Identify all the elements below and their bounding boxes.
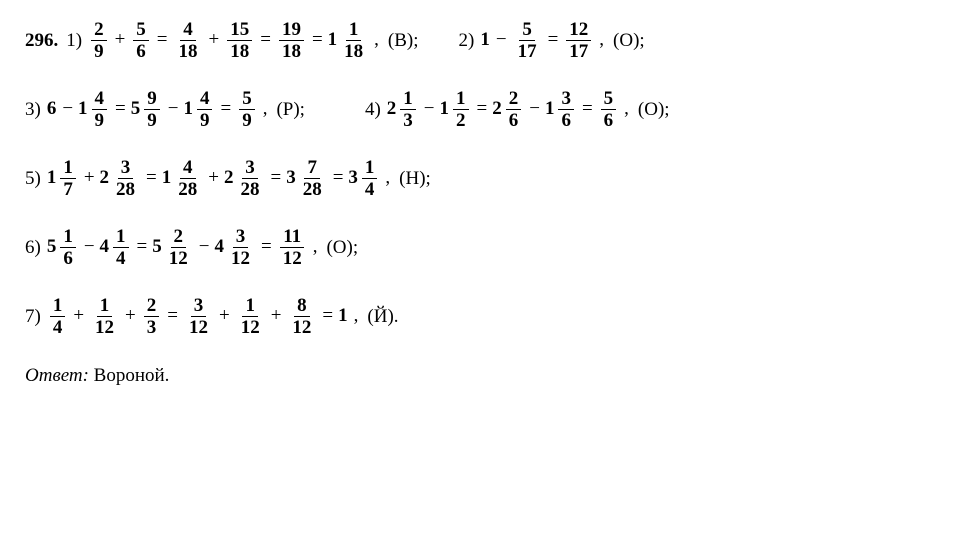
item-num-4: 4) (365, 99, 381, 121)
item-num-7: 7) (25, 306, 41, 328)
letter-4: (О); (638, 99, 670, 121)
row-1: 296. 1) 29+56=418+1518=1918=1118, (В); 2… (25, 20, 953, 61)
answer-label: Ответ: (25, 365, 89, 386)
item-num-6: 6) (25, 237, 41, 259)
row-2: 3) 6−149=599−149=59, (Р); 4) 213−112=226… (25, 89, 953, 130)
expr-4: 213−112=226−136=56, (387, 89, 634, 130)
expr-2: 1−517=1217, (480, 20, 609, 61)
item-num-1: 1) (66, 30, 82, 52)
answer-row: Ответ: Вороной. (25, 365, 953, 387)
letter-2: (О); (613, 30, 645, 52)
letter-6: (О); (326, 237, 358, 259)
expr-6: 516−414=5212−4312=1112, (47, 227, 323, 268)
letter-7: (Й). (367, 306, 398, 328)
expr-1: 29+56=418+1518=1918=1118, (88, 20, 384, 61)
answer-value: Вороной. (94, 365, 170, 386)
letter-1: (В); (388, 30, 419, 52)
problem-number: 296. (25, 30, 58, 52)
expr-7: 14+112+23=312+112+812=1, (47, 296, 364, 337)
expr-3: 6−149=599−149=59, (47, 89, 273, 130)
expr-5: 117+2328=1428+2328=3728=314, (47, 158, 395, 199)
row-4: 6) 516−414=5212−4312=1112, (О); (25, 227, 953, 268)
row-3: 5) 117+2328=1428+2328=3728=314, (Н); (25, 158, 953, 199)
letter-3: (Р); (276, 99, 305, 121)
item-num-5: 5) (25, 168, 41, 190)
letter-5: (Н); (399, 168, 431, 190)
item-num-2: 2) (459, 30, 475, 52)
item-num-3: 3) (25, 99, 41, 121)
row-5: 7) 14+112+23=312+112+812=1, (Й). (25, 296, 953, 337)
